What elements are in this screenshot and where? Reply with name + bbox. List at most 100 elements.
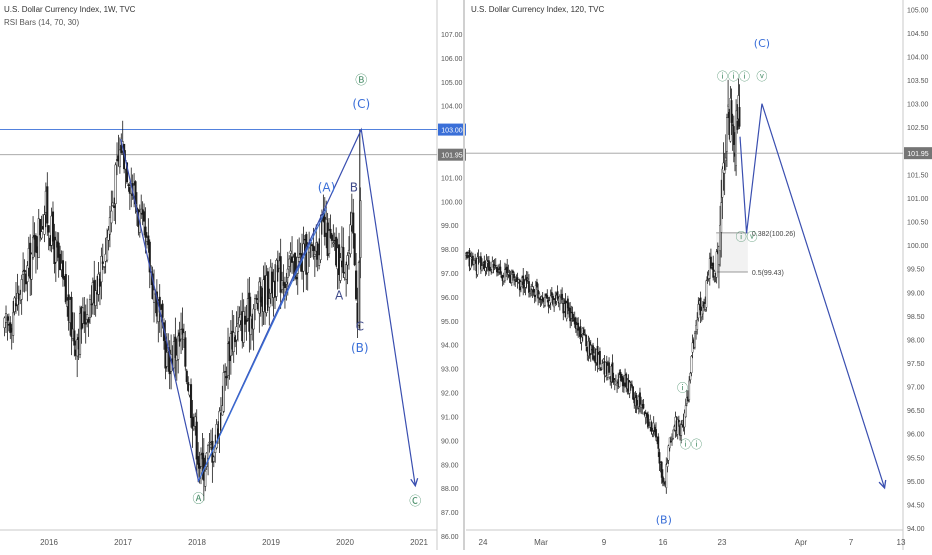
right-wave-label: ⓘⓥ [736, 230, 758, 243]
right-candle-body [473, 260, 475, 265]
right-candle-body [696, 319, 699, 330]
left-y-tick-label: 91.00 [441, 414, 459, 421]
right-candle-body [508, 274, 511, 277]
left-y-tick-label: 88.00 [441, 486, 459, 493]
left-candle-body [100, 255, 103, 283]
left-candle-body [242, 311, 245, 343]
left-chart-pane[interactable]: 86.00 87.00 88.00 89.00 90.00 91.00 92.00 93.00… [0, 0, 466, 550]
right-candle-body [558, 296, 561, 305]
right-chart-pane[interactable]: 94.00 94.50 95.00 95.50 96.00 96.50 97.00 97.50… [463, 0, 932, 550]
right-candle-body [727, 104, 729, 107]
left-candle-body [12, 312, 15, 336]
right-candle-body [647, 414, 649, 428]
right-candle-body [533, 294, 536, 297]
right-candle-body [699, 297, 702, 316]
right-y-tick-label: 101.00 [907, 196, 929, 203]
right-wave-projection-line[interactable] [739, 103, 886, 489]
left-candle-body [312, 245, 315, 251]
right-candle-body [494, 264, 497, 267]
left-candle-body [143, 211, 146, 222]
right-candle-body [672, 429, 675, 439]
right-candle-body [556, 291, 559, 299]
left-y-tick-label: 99.00 [441, 223, 459, 230]
left-y-tick-label: 93.00 [441, 367, 459, 374]
right-candle-body [615, 380, 617, 385]
right-candle-body [585, 334, 588, 347]
left-candle-body [108, 217, 111, 235]
left-candle-body [248, 292, 251, 332]
left-candle-body [147, 235, 150, 246]
left-candle-body [330, 234, 333, 241]
left-candle-body [61, 260, 64, 279]
left-wave-projection-line[interactable] [120, 127, 416, 486]
right-candle-body [593, 352, 596, 356]
pane-divider[interactable] [463, 0, 465, 550]
right-y-tick-label: 97.50 [907, 361, 925, 368]
left-y-tick-label: 89.00 [441, 462, 459, 469]
right-candle-body [611, 362, 614, 383]
left-candle-body [51, 211, 55, 242]
left-wave-label: C [356, 319, 364, 333]
right-candle-body [566, 298, 569, 309]
left-x-tick-label: 2017 [114, 538, 132, 547]
right-candle-body [677, 419, 680, 423]
right-candle-body [550, 292, 553, 296]
right-candle-body [652, 422, 655, 431]
left-candle-body [54, 239, 57, 263]
left-y-tick-label: 98.00 [441, 247, 459, 254]
right-candle-body [487, 260, 490, 271]
right-wave-label: ⓘ [677, 381, 688, 394]
left-candle-body [295, 277, 298, 280]
right-candle-body [690, 356, 693, 373]
right-candle-body [642, 403, 645, 409]
right-candle-body [669, 440, 672, 443]
left-candle-body [328, 230, 331, 255]
left-candle-body [107, 229, 110, 241]
right-candle-body [722, 162, 725, 174]
right-candle-body [718, 246, 720, 265]
left-candle-body [87, 318, 90, 323]
left-candle-body [195, 421, 198, 460]
right-y-tick-label: 104.50 [907, 31, 929, 38]
left-candle-body [22, 270, 25, 275]
right-candle-body [481, 265, 483, 271]
left-price-tag-text: 103.00 [441, 128, 463, 135]
right-x-tick-label: Apr [795, 538, 808, 547]
right-candle-body [650, 422, 653, 432]
right-x-tick-label: 13 [897, 538, 906, 547]
right-candle-body [512, 270, 514, 274]
right-wave-label: (C) [754, 37, 770, 50]
right-candle-body [666, 463, 669, 467]
right-candle-body [639, 392, 641, 407]
left-wave-label: (B) [351, 341, 369, 355]
left-y-tick-label: 95.00 [441, 319, 459, 326]
left-candle-body [113, 205, 116, 208]
left-candle-body [23, 269, 26, 272]
left-candle-body [201, 452, 204, 460]
left-candle-body [84, 322, 87, 325]
left-candle-body [332, 242, 335, 245]
right-candle-body [529, 291, 531, 294]
left-candle-body [78, 313, 82, 355]
right-candle-body [712, 262, 715, 278]
left-candle-body [345, 264, 348, 280]
right-y-tick-label: 98.00 [907, 337, 925, 344]
right-candle-body [506, 266, 509, 274]
left-wave-a-line[interactable] [197, 208, 327, 482]
right-candle-body [549, 295, 552, 303]
left-indicator-label[interactable]: RSI Bars (14, 70, 30) [4, 18, 80, 27]
left-candle-body [70, 296, 73, 337]
right-y-tick-label: 100.00 [907, 243, 929, 250]
left-candle-body [181, 328, 184, 335]
right-candle-body [516, 277, 519, 282]
right-candle-body [492, 263, 495, 268]
right-y-tick-label: 95.50 [907, 455, 925, 462]
left-candle-body [235, 326, 238, 341]
right-candle-body [522, 275, 525, 289]
left-candle-body [289, 250, 292, 254]
left-candle-body [212, 456, 215, 462]
left-candle-body [255, 298, 258, 300]
right-candle-body [667, 445, 670, 461]
left-candle-body [46, 186, 49, 224]
